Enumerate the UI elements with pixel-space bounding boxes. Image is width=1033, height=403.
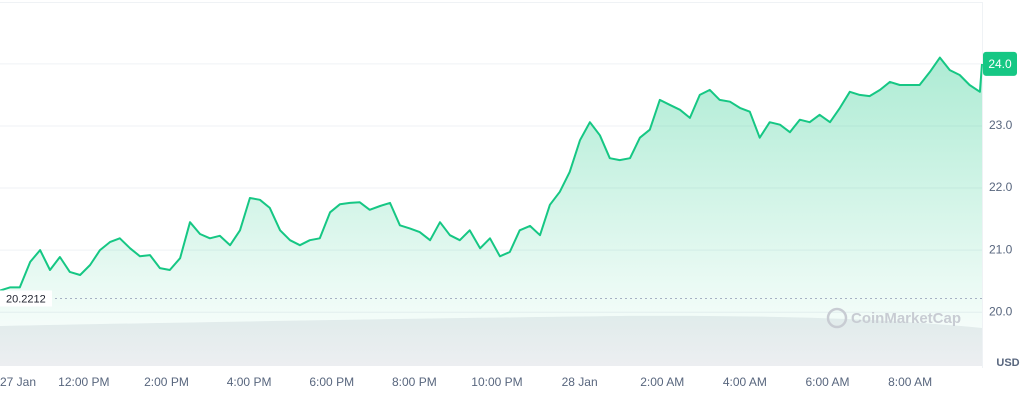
y-tick-label: 23.0 <box>989 118 1013 132</box>
x-tick-label: 8:00 PM <box>392 375 437 389</box>
y-tick-label: 21.0 <box>989 242 1013 256</box>
watermark: CoinMarketCap <box>826 307 961 329</box>
y-tick-label: 22.0 <box>989 180 1013 194</box>
x-tick-label: 8:00 AM <box>888 375 932 389</box>
x-tick-label: 28 Jan <box>562 375 598 389</box>
open-price-label: 20.2212 <box>6 293 46 305</box>
price-area <box>0 57 982 365</box>
y-tick-label: 20.0 <box>989 304 1013 318</box>
x-tick-label: 27 Jan <box>0 375 36 389</box>
currency-label: USD <box>996 357 1019 369</box>
open-price-label-bg <box>0 290 52 307</box>
x-tick-label: 12:00 PM <box>58 375 109 389</box>
x-tick-label: 10:00 PM <box>471 375 522 389</box>
x-tick-label: 6:00 AM <box>805 375 849 389</box>
price-line <box>0 56 983 292</box>
x-tick-label: 2:00 PM <box>144 375 189 389</box>
x-tick-label: 6:00 PM <box>309 375 354 389</box>
x-tick-label: 4:00 PM <box>227 375 272 389</box>
watermark-logo <box>826 307 848 329</box>
current-price-badge <box>983 51 1017 76</box>
x-tick-label: 2:00 AM <box>640 375 684 389</box>
x-tick-label: 4:00 AM <box>723 375 767 389</box>
watermark-text: CoinMarketCap <box>851 310 961 327</box>
current-price-label: 24.0 <box>988 57 1012 71</box>
